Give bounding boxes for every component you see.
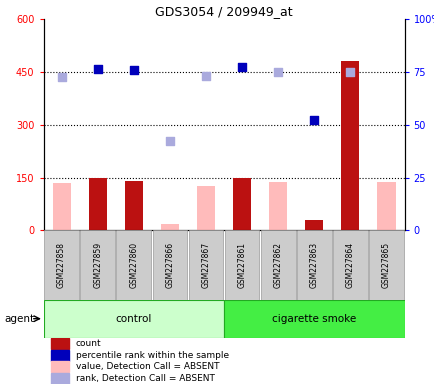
- Bar: [269, 182, 286, 230]
- Text: control: control: [115, 314, 151, 324]
- Bar: [332, 230, 367, 300]
- Bar: [341, 61, 358, 230]
- Bar: [224, 230, 259, 300]
- Text: percentile rank within the sample: percentile rank within the sample: [76, 351, 229, 360]
- Point: [94, 66, 101, 72]
- Bar: [260, 230, 295, 300]
- Bar: [43, 300, 224, 338]
- Bar: [44, 230, 79, 300]
- Text: count: count: [76, 339, 102, 348]
- Bar: [80, 230, 115, 300]
- Bar: [224, 300, 404, 338]
- Bar: [233, 178, 250, 230]
- Point: [130, 67, 137, 73]
- Bar: [51, 350, 69, 361]
- Text: agent: agent: [4, 314, 34, 324]
- Bar: [53, 183, 70, 230]
- Point: [202, 73, 209, 79]
- Text: GSM227859: GSM227859: [93, 242, 102, 288]
- Text: GSM227862: GSM227862: [273, 242, 282, 288]
- Bar: [116, 230, 151, 300]
- Point: [310, 116, 317, 122]
- Point: [166, 137, 173, 144]
- Text: GSM227865: GSM227865: [381, 242, 390, 288]
- Text: cigarette smoke: cigarette smoke: [272, 314, 355, 324]
- Point: [346, 69, 353, 75]
- Bar: [51, 373, 69, 384]
- Text: rank, Detection Call = ABSENT: rank, Detection Call = ABSENT: [76, 374, 214, 383]
- Bar: [305, 220, 322, 230]
- Bar: [377, 182, 395, 230]
- Bar: [51, 361, 69, 372]
- Title: GDS3054 / 209949_at: GDS3054 / 209949_at: [155, 5, 292, 18]
- Point: [274, 69, 281, 75]
- Text: GSM227861: GSM227861: [237, 242, 246, 288]
- Bar: [188, 230, 223, 300]
- Point: [238, 64, 245, 70]
- Bar: [89, 177, 106, 230]
- Point: [58, 74, 65, 80]
- Text: GSM227863: GSM227863: [309, 242, 318, 288]
- Bar: [197, 186, 214, 230]
- Text: GSM227866: GSM227866: [165, 242, 174, 288]
- Text: GSM227860: GSM227860: [129, 242, 138, 288]
- Bar: [51, 338, 69, 349]
- Bar: [152, 230, 187, 300]
- Bar: [296, 230, 331, 300]
- Bar: [161, 224, 178, 230]
- Bar: [125, 181, 142, 230]
- Text: value, Detection Call = ABSENT: value, Detection Call = ABSENT: [76, 362, 219, 371]
- Text: GSM227864: GSM227864: [345, 242, 354, 288]
- Text: GSM227867: GSM227867: [201, 242, 210, 288]
- Text: GSM227858: GSM227858: [57, 242, 66, 288]
- Bar: [368, 230, 403, 300]
